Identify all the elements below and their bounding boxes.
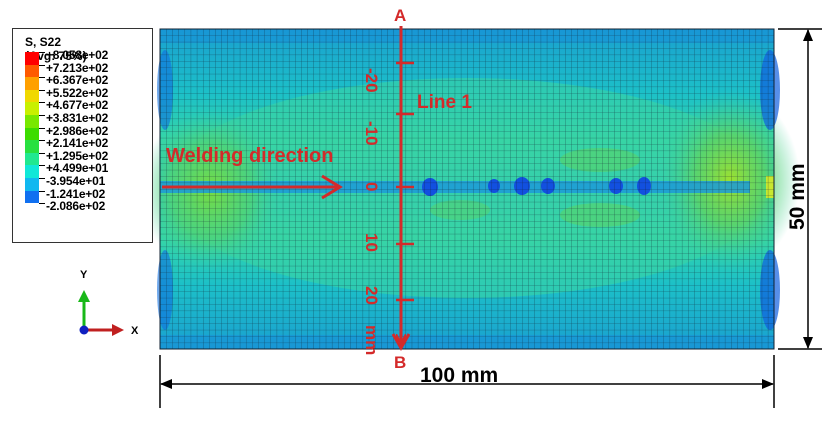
- legend-entry: +2.141e+02: [25, 136, 145, 153]
- legend-value: +2.986e+02: [46, 123, 109, 138]
- legend-entry: -3.954e+01: [25, 174, 145, 191]
- scale-unit-label: mm: [362, 325, 381, 355]
- legend-tick: [39, 77, 45, 79]
- legend-tick: [39, 115, 45, 116]
- coordinate-triad: Y X: [78, 269, 139, 337]
- legend-swatch: [25, 52, 39, 65]
- legend-title: S, S22: [25, 35, 62, 49]
- line-1-label: Line 1: [417, 92, 472, 113]
- scale-tick-label: 20: [362, 286, 381, 305]
- scale-tick-label: -20: [362, 68, 381, 93]
- legend-value: +6.367e+02: [46, 73, 109, 88]
- legend-tick: [39, 203, 45, 205]
- legend-value: -3.954e+01: [46, 174, 106, 188]
- legend-entry: -1.241e+02: [25, 187, 145, 204]
- legend-tick: [39, 127, 45, 129]
- legend-tick: [39, 64, 45, 66]
- legend-entry: +5.522e+02: [25, 86, 145, 103]
- triad-y-label: Y: [80, 269, 88, 281]
- legend-swatch: [25, 140, 39, 153]
- legend-swatch: [25, 77, 39, 90]
- legend-swatch: [25, 178, 39, 191]
- legend-value: +5.522e+02: [46, 85, 109, 100]
- legend-swatch: [25, 152, 39, 166]
- legend-swatch: [25, 127, 39, 141]
- legend-value: +4.677e+02: [46, 98, 109, 113]
- legend-swatch: [25, 190, 39, 204]
- legend-value: +2.141e+02: [46, 136, 109, 151]
- legend-tick: [39, 52, 45, 53]
- legend-swatch: [25, 165, 39, 178]
- legend-tick: [39, 165, 45, 167]
- legend-entry: +8.058e+02: [25, 48, 145, 65]
- welding-direction-label: Welding direction: [166, 145, 333, 167]
- legend-entry: +4.677e+02: [25, 98, 145, 115]
- scale-ticks: [396, 61, 414, 302]
- legend-tick: [39, 190, 45, 192]
- legend-swatch: [25, 115, 39, 128]
- contour-legend: S, S22 (Avg: 75%) +8.058e+02 +7.213e+02 +6…: [12, 28, 153, 243]
- legend-tick: [39, 140, 45, 142]
- legend-tick: [39, 152, 45, 154]
- legend-value: +3.831e+02: [46, 111, 109, 125]
- legend-tick: [39, 102, 45, 104]
- point-a-label: A: [394, 6, 406, 25]
- legend-value: +8.058e+02: [46, 48, 109, 62]
- width-dimension: 100 mm: [159, 355, 775, 408]
- triad-x-label: X: [131, 325, 139, 337]
- legend-value: +4.499e+01: [46, 161, 109, 176]
- legend-value: -1.241e+02: [46, 186, 106, 201]
- legend-entry: +3.831e+02: [25, 111, 145, 128]
- height-dimension: 50 mm: [778, 28, 822, 350]
- legend-entry: +6.367e+02: [25, 73, 145, 90]
- point-b-label: B: [394, 353, 406, 372]
- contour-plate: [140, 28, 800, 350]
- legend-swatch: [25, 64, 39, 78]
- scale-tick-label: -10: [362, 121, 381, 146]
- legend-tick: [39, 89, 45, 91]
- legend-value: -2.086e+02: [46, 199, 106, 214]
- height-dimension-label: 50 mm: [786, 163, 809, 230]
- legend-tick: [39, 178, 45, 179]
- legend-value: +7.213e+02: [46, 60, 109, 75]
- line-a-b: -20 -10 0 10 20 mm A B Line 1: [362, 6, 472, 372]
- legend-entry: +7.213e+02: [25, 61, 145, 78]
- legend-entry: -2.086e+02: [25, 199, 145, 215]
- legend-entry: +2.986e+02: [25, 124, 145, 141]
- legend-entry: +4.499e+01: [25, 161, 145, 178]
- legend-entry: +1.295e+02: [25, 149, 145, 166]
- scale-tick-label: 10: [362, 233, 381, 252]
- legend-swatch: [25, 102, 39, 115]
- legend-swatch: [25, 89, 39, 103]
- scale-tick-label: 0: [362, 182, 381, 191]
- welding-direction-annotation: Welding direction: [162, 145, 343, 200]
- width-dimension-label: 100 mm: [420, 364, 498, 387]
- legend-value: +1.295e+02: [46, 148, 109, 163]
